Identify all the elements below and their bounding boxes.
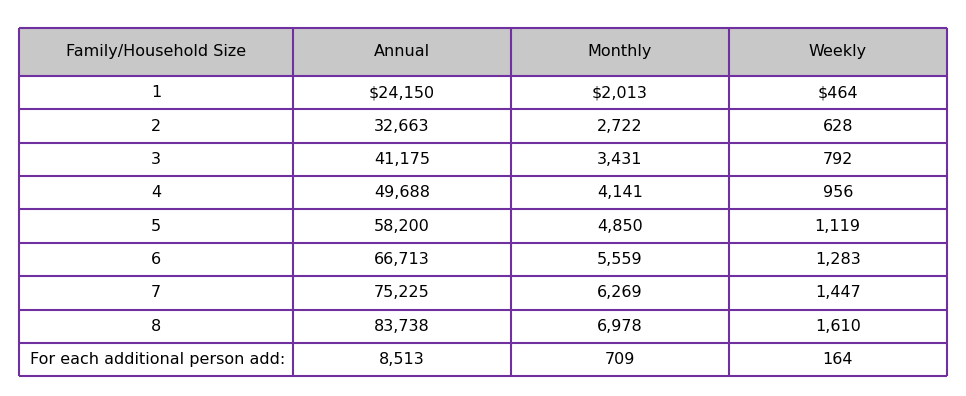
Bar (19, 243, 947, 276)
Text: 4: 4 (151, 185, 161, 200)
Bar (19, 76, 947, 109)
Text: 8,513: 8,513 (379, 352, 425, 367)
Text: 4,850: 4,850 (597, 219, 642, 234)
Text: Family/Household Size: Family/Household Size (66, 44, 246, 59)
Text: 58,200: 58,200 (374, 219, 430, 234)
Bar (19, 176, 947, 209)
Text: 1: 1 (151, 85, 161, 100)
Text: 7: 7 (151, 286, 161, 300)
Text: 5: 5 (151, 219, 161, 234)
Text: 83,738: 83,738 (374, 319, 430, 334)
Text: For each additional person add:: For each additional person add: (31, 352, 286, 367)
Text: 956: 956 (822, 185, 853, 200)
Text: Weekly: Weekly (809, 44, 867, 59)
Bar (19, 143, 947, 176)
Bar (19, 276, 947, 310)
Text: $2,013: $2,013 (592, 85, 648, 100)
Text: 792: 792 (822, 152, 853, 167)
Text: 6: 6 (151, 252, 161, 267)
Text: 49,688: 49,688 (374, 185, 430, 200)
Text: 164: 164 (822, 352, 853, 367)
Bar (19, 109, 947, 143)
Text: Annual: Annual (374, 44, 430, 59)
Bar (19, 310, 947, 343)
Text: 628: 628 (822, 118, 853, 133)
Text: 2,722: 2,722 (597, 118, 642, 133)
Text: 6,269: 6,269 (597, 286, 642, 300)
Text: 3: 3 (151, 152, 161, 167)
Text: $24,150: $24,150 (369, 85, 435, 100)
Text: 2: 2 (151, 118, 161, 133)
Text: $464: $464 (817, 85, 858, 100)
Text: 4,141: 4,141 (597, 185, 642, 200)
Text: 1,610: 1,610 (814, 319, 861, 334)
Text: 41,175: 41,175 (374, 152, 430, 167)
Text: 32,663: 32,663 (374, 118, 430, 133)
Text: 66,713: 66,713 (374, 252, 430, 267)
Text: Monthly: Monthly (587, 44, 652, 59)
Text: 3,431: 3,431 (597, 152, 642, 167)
Bar (19, 343, 947, 376)
Text: 1,283: 1,283 (815, 252, 861, 267)
Text: 8: 8 (151, 319, 161, 334)
Text: 709: 709 (605, 352, 635, 367)
Text: 6,978: 6,978 (597, 319, 642, 334)
Text: 1,447: 1,447 (815, 286, 861, 300)
Text: 75,225: 75,225 (374, 286, 430, 300)
Text: 5,559: 5,559 (597, 252, 642, 267)
Bar (19, 28, 947, 76)
Text: 1,119: 1,119 (814, 219, 861, 234)
Bar (19, 209, 947, 243)
